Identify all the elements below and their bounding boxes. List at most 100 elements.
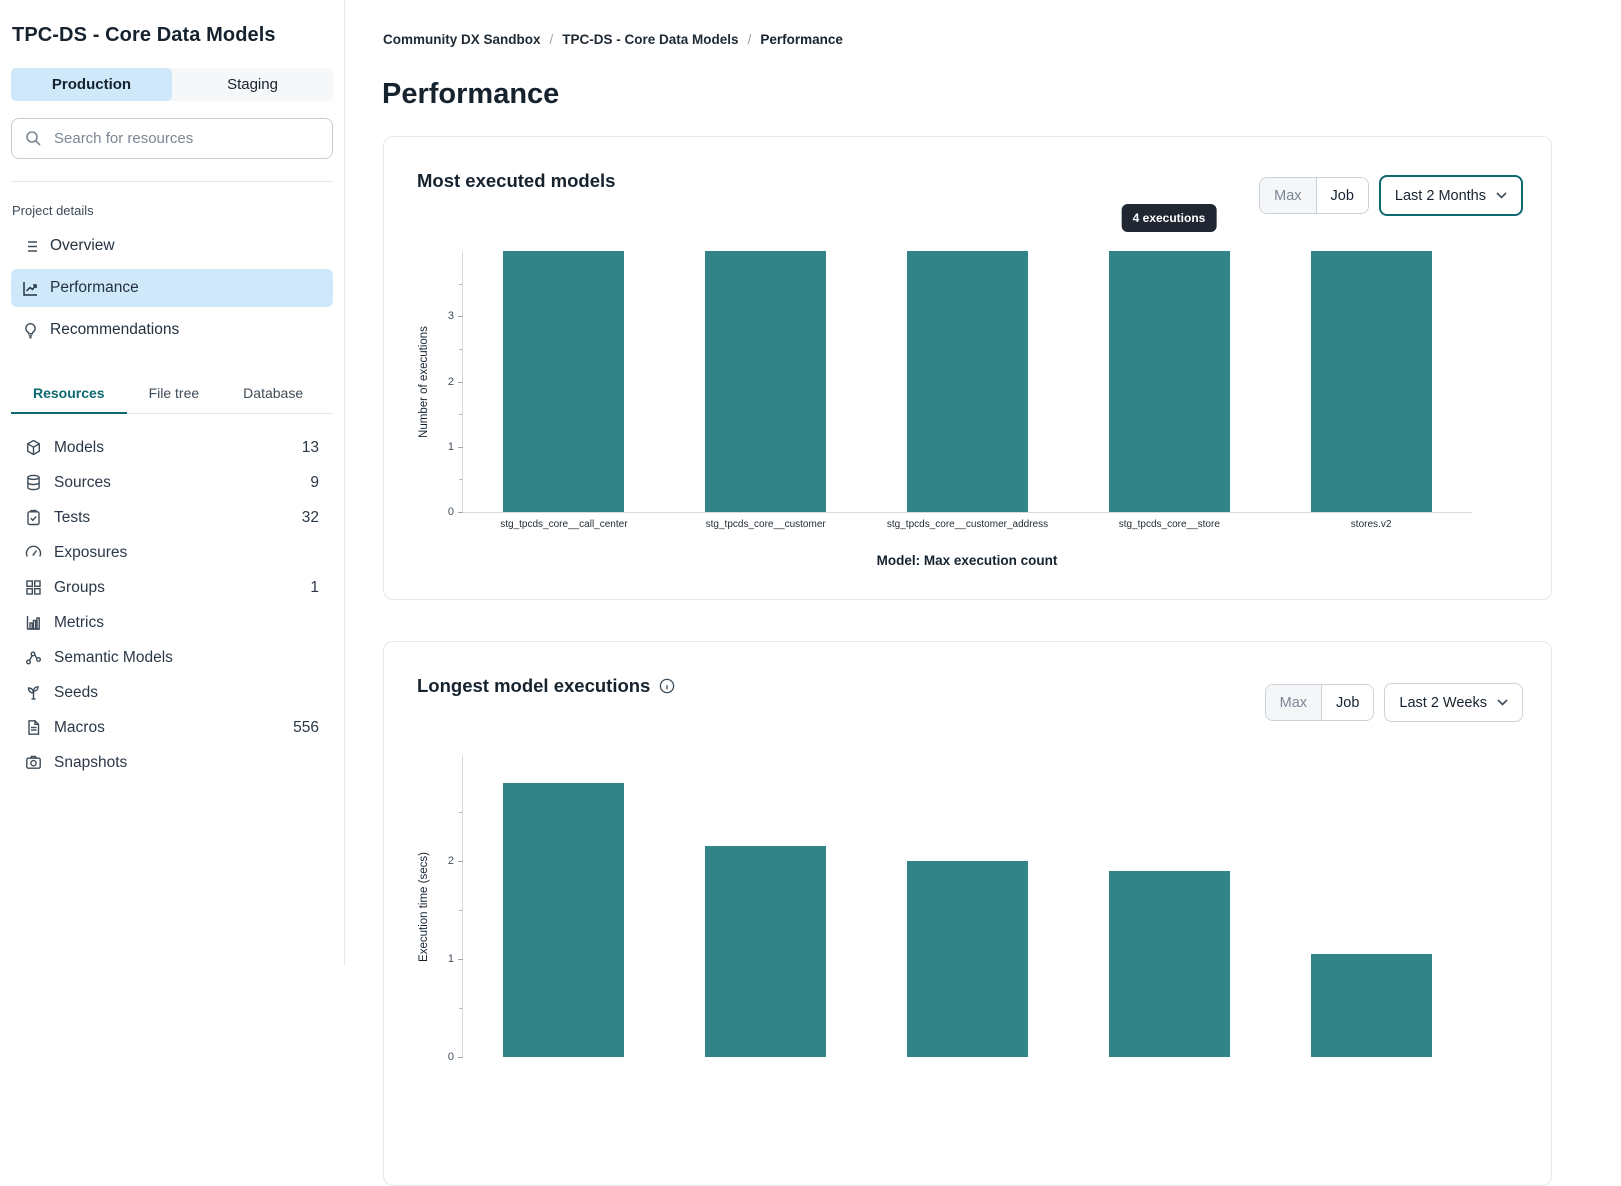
search-box[interactable]	[11, 118, 333, 159]
chart-bar-2[interactable]	[907, 251, 1028, 512]
grid-icon	[25, 579, 42, 596]
aggregation-toggle: Max Job	[1264, 684, 1375, 721]
y-tick	[459, 479, 463, 481]
x-tick-label: stg_tpcds_core__customer	[705, 519, 826, 530]
breadcrumb-account-link[interactable]: Community DX Sandbox	[383, 32, 541, 47]
chevron-down-icon	[1496, 192, 1507, 199]
page-title: Performance	[382, 78, 560, 111]
x-tick-label: stg_tpcds_core__call_center	[500, 519, 628, 530]
y-tick-label: 2	[447, 375, 454, 388]
max-button[interactable]: Max	[1265, 685, 1323, 720]
chart-bar-0[interactable]	[503, 782, 625, 1057]
chart-bar-3[interactable]	[1108, 870, 1230, 1057]
search-input[interactable]	[52, 129, 319, 148]
resource-label: Exposures	[54, 543, 128, 561]
date-range-dropdown[interactable]: Last 2 Months	[1378, 175, 1523, 216]
sidebar-item-semantic-models[interactable]: Semantic Models	[11, 640, 333, 675]
sidebar-item-exposures[interactable]: Exposures	[11, 535, 333, 570]
sidebar-item-overview[interactable]: Overview	[11, 227, 333, 265]
y-tick	[459, 1008, 463, 1009]
chevron-down-icon	[1497, 699, 1508, 706]
chart-bar-4[interactable]	[1310, 954, 1432, 1057]
resource-label: Tests	[54, 508, 91, 526]
y-tick	[459, 812, 463, 813]
chart-bar-0[interactable]	[503, 251, 625, 512]
staging-toggle-button[interactable]: Staging	[227, 76, 278, 93]
y-tick-label: 1	[447, 953, 454, 965]
info-icon[interactable]	[659, 678, 675, 694]
x-tick-label: stg_tpcds_core__customer_address	[886, 519, 1049, 530]
main-content: Community DX Sandbox / TPC-DS - Core Dat…	[346, 0, 1621, 1186]
y-tick	[458, 381, 463, 383]
sidebar: TPC-DS - Core Data Models Production Sta…	[0, 0, 345, 966]
sidebar-item-recommendations[interactable]: Recommendations	[11, 311, 333, 349]
x-tick-label: stores.v2	[1350, 519, 1392, 530]
resource-count: 9	[310, 473, 319, 491]
sidebar-item-seeds[interactable]: Seeds	[11, 675, 333, 710]
chart-bar-1[interactable]	[705, 846, 827, 1057]
sidebar-item-macros[interactable]: Macros 556	[11, 710, 333, 745]
tab-resources[interactable]: Resources	[11, 376, 127, 414]
y-tick	[459, 283, 463, 285]
list-icon	[22, 238, 39, 255]
resource-count: 556	[293, 718, 319, 736]
breadcrumb-separator: /	[549, 32, 554, 47]
y-tick	[459, 348, 463, 350]
production-toggle-button[interactable]: Production	[11, 68, 172, 101]
gauge-icon	[25, 544, 42, 561]
sidebar-item-groups[interactable]: Groups 1	[11, 570, 333, 605]
sidebar-item-label: Overview	[50, 237, 115, 254]
resource-count: 1	[310, 578, 319, 596]
lightbulb-icon	[22, 322, 39, 339]
chart-tooltip: 4 executions	[1121, 204, 1217, 232]
sidebar-item-sources[interactable]: Sources 9	[11, 465, 333, 500]
aggregation-toggle: Max Job	[1259, 177, 1369, 214]
max-button[interactable]: Max	[1260, 178, 1317, 213]
y-axis-label: Execution time (secs)	[418, 852, 430, 962]
y-tick-label: 2	[447, 855, 454, 867]
sidebar-item-metrics[interactable]: Metrics	[11, 605, 333, 640]
job-button[interactable]: Job	[1322, 685, 1374, 720]
tab-file-tree[interactable]: File tree	[148, 385, 200, 401]
job-button[interactable]: Job	[1316, 178, 1368, 213]
resource-label: Seeds	[54, 683, 98, 701]
chart-controls: Max Job Last 2 Months	[1259, 175, 1523, 216]
chart-bar-1[interactable]	[705, 251, 827, 512]
breadcrumb-project-link[interactable]: TPC-DS - Core Data Models	[562, 32, 739, 47]
date-range-dropdown[interactable]: Last 2 Weeks	[1384, 683, 1523, 722]
nodes-icon	[25, 649, 42, 666]
sidebar-item-tests[interactable]: Tests 32	[11, 500, 333, 535]
database-icon	[25, 474, 42, 491]
resource-label: Groups	[54, 578, 105, 596]
y-tick-label: 0	[447, 1051, 454, 1063]
sidebar-item-performance[interactable]: Performance	[11, 269, 333, 307]
chart-bar-3[interactable]	[1108, 251, 1230, 512]
trend-chart-icon	[22, 280, 39, 297]
search-icon	[25, 130, 42, 147]
resource-label: Semantic Models	[54, 648, 173, 666]
breadcrumb: Community DX Sandbox / TPC-DS - Core Dat…	[383, 32, 843, 47]
resource-label: Sources	[54, 473, 111, 491]
y-tick	[458, 446, 463, 448]
project-title: TPC-DS - Core Data Models	[12, 24, 276, 46]
resource-label: Macros	[54, 718, 105, 736]
sidebar-item-models[interactable]: Models 13	[11, 430, 333, 465]
environment-toggle: Production Staging	[11, 68, 333, 101]
document-icon	[25, 719, 42, 736]
breadcrumb-current-page: Performance	[760, 32, 843, 47]
longest-model-executions-chart: 0 1 2	[448, 756, 1472, 1063]
x-tick-label: stg_tpcds_core__store	[1118, 519, 1220, 530]
y-tick	[459, 910, 463, 911]
bar-chart-icon	[25, 614, 42, 631]
chart-bar-2[interactable]	[907, 861, 1028, 1057]
chart-bar-4[interactable]	[1310, 251, 1432, 512]
y-tick	[458, 316, 463, 318]
sidebar-item-snapshots[interactable]: Snapshots	[11, 745, 333, 780]
seedling-icon	[25, 684, 42, 701]
resource-label: Snapshots	[54, 753, 128, 771]
resource-list: Models 13 Sources 9 Tests 32 Exposures	[11, 430, 333, 780]
card-title: Longest model executions	[417, 675, 675, 697]
y-tick	[458, 512, 463, 513]
y-tick-label: 1	[447, 440, 454, 453]
tab-database[interactable]: Database	[243, 385, 304, 401]
